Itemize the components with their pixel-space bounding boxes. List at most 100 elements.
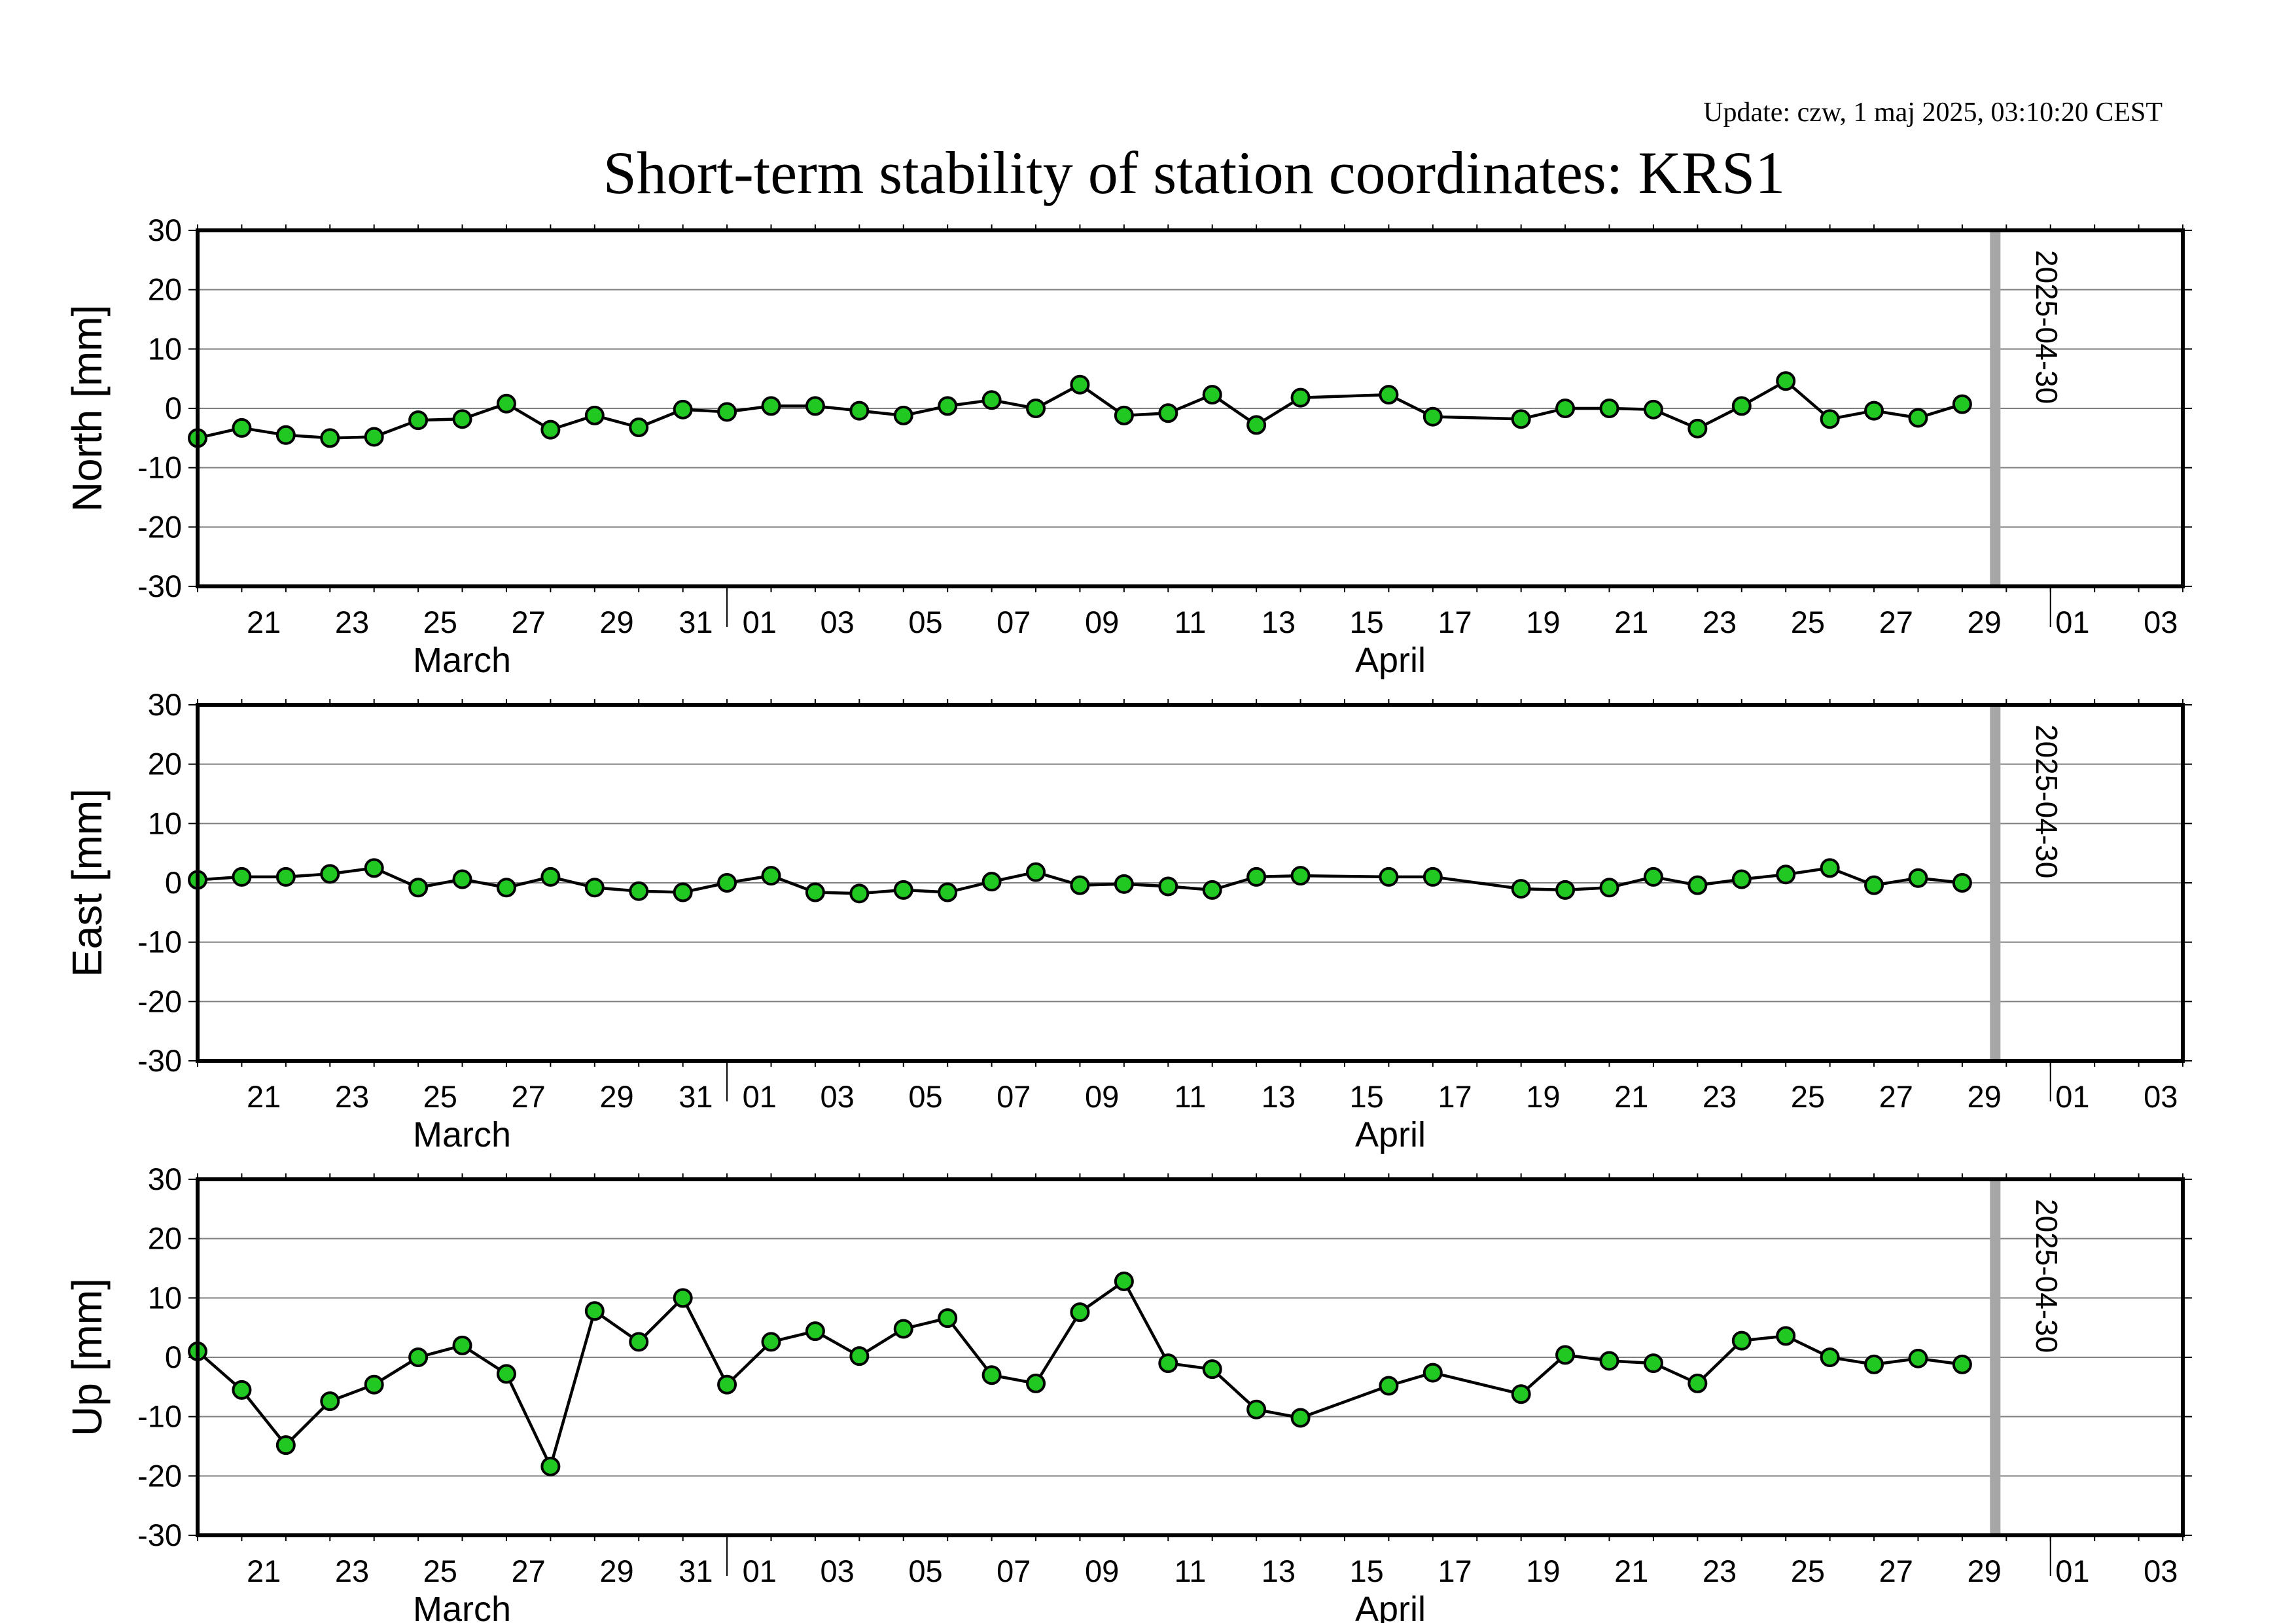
x-tick-label: 15 (1350, 1079, 1384, 1114)
x-tick-label: 27 (512, 1079, 546, 1114)
data-point (408, 878, 429, 898)
data-point (673, 399, 693, 419)
y-tick-label: 30 (148, 213, 182, 247)
x-tick-label: 03 (2144, 1554, 2178, 1588)
data-point (496, 393, 516, 414)
data-point (1158, 403, 1178, 423)
y-tick-label: -20 (137, 1458, 182, 1493)
month-label: April (1355, 1590, 1426, 1623)
x-tick-label: 23 (1703, 1079, 1737, 1114)
x-tick-label: 23 (335, 605, 369, 639)
y-tick-label: -10 (137, 450, 182, 485)
data-point (1908, 1348, 1928, 1368)
x-tick-label: 27 (512, 1554, 546, 1588)
current-date-bar (1990, 1179, 2001, 1535)
data-point (629, 1332, 649, 1352)
data-point (1070, 1302, 1090, 1323)
data-point (1379, 866, 1399, 887)
data-point (673, 1288, 693, 1308)
x-tick-label: 29 (1967, 1554, 2001, 1588)
y-tick-label: -10 (137, 1399, 182, 1434)
data-point (1776, 865, 1796, 885)
data-point (717, 1374, 737, 1395)
data-point (1643, 1353, 1663, 1374)
data-point (1158, 1353, 1178, 1374)
x-tick-label: 01 (2055, 605, 2089, 639)
data-point (1555, 1345, 1576, 1365)
data-point (364, 427, 384, 447)
data-point (1687, 875, 1708, 895)
data-point (938, 882, 958, 902)
data-point (1731, 869, 1752, 889)
x-tick-label: 25 (1791, 1554, 1825, 1588)
data-point (629, 418, 649, 438)
data-point (1731, 396, 1752, 416)
x-tick-label: 03 (2144, 605, 2178, 639)
data-point (1511, 1384, 1531, 1404)
x-tick-label: 09 (1085, 1554, 1119, 1588)
x-tick-label: 17 (1438, 1079, 1472, 1114)
data-point (893, 405, 913, 425)
y-tick-label: -20 (137, 984, 182, 1018)
data-point (275, 425, 296, 445)
data-point (540, 1456, 561, 1476)
data-point (1422, 1363, 1443, 1383)
plot-frame (196, 1177, 2185, 1537)
data-point (981, 1365, 1002, 1385)
data-point (320, 864, 340, 884)
x-tick-label: 13 (1262, 605, 1296, 639)
x-tick-label: 11 (1174, 605, 1207, 639)
data-point (1422, 866, 1443, 887)
data-point (364, 858, 384, 878)
data-point (761, 1332, 781, 1352)
data-point (1070, 374, 1090, 395)
month-label: March (413, 1590, 511, 1623)
data-point (584, 1301, 605, 1321)
x-tick-label: 01 (743, 605, 777, 639)
data-point (1246, 1399, 1267, 1419)
x-tick-label: 05 (908, 1554, 942, 1588)
data-point (1114, 405, 1134, 425)
data-point (584, 405, 605, 425)
data-point (805, 1321, 825, 1342)
data-point (496, 878, 516, 898)
data-point (540, 419, 561, 440)
panel-north: 30 20 10 0 -10 -20 -30 21 23 25 27 29 31 01 03 05 07 09 11… (63, 213, 2192, 680)
y-axis-label: East [mm] (63, 789, 111, 977)
y-tick-label: 30 (148, 687, 182, 722)
data-point (408, 1347, 429, 1367)
month-label: April (1355, 641, 1426, 680)
y-axis-label: North [mm] (63, 305, 111, 512)
plot-frame (196, 703, 2185, 1063)
y-tick-label: -10 (137, 925, 182, 959)
current-date-label: 2025-04-30 (2030, 1199, 2064, 1353)
data-point (1643, 866, 1663, 887)
data-point (540, 866, 561, 887)
data-point (717, 873, 737, 893)
x-tick-label: 11 (1174, 1079, 1207, 1114)
x-tick-label: 21 (1614, 605, 1648, 639)
x-tick-label: 03 (820, 605, 854, 639)
x-tick-label: 23 (1703, 1554, 1737, 1588)
x-tick-label: 05 (908, 605, 942, 639)
data-point (805, 882, 825, 902)
x-tick-label: 25 (1791, 1079, 1825, 1114)
y-tick-label: 20 (148, 1221, 182, 1256)
data-point (893, 1319, 913, 1339)
x-tick-label: 23 (335, 1079, 369, 1114)
data-point (981, 390, 1002, 410)
data-point (1511, 409, 1531, 429)
data-point (1864, 1354, 1884, 1374)
y-tick-label: -20 (137, 509, 182, 544)
current-date-bar (1990, 230, 2001, 586)
data-point (1379, 1376, 1399, 1396)
x-tick-label: 29 (599, 605, 633, 639)
data-point (938, 396, 958, 416)
x-tick-label: 23 (335, 1554, 369, 1588)
x-tick-label: 07 (997, 1079, 1031, 1114)
data-point (1820, 409, 1840, 429)
data-point (1114, 874, 1134, 894)
x-tick-label: 01 (2055, 1554, 2089, 1588)
data-point (1599, 399, 1619, 418)
data-point (452, 409, 472, 429)
